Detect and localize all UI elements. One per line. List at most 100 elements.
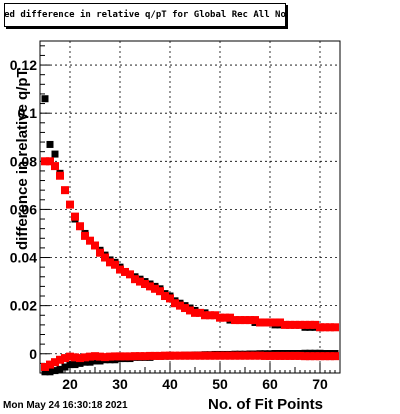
- data-point: [261, 318, 269, 327]
- data-point: [171, 299, 179, 308]
- data-point: [321, 352, 329, 361]
- data-point: [311, 320, 319, 329]
- data-point: [166, 351, 174, 360]
- data-point: [191, 308, 199, 317]
- x-tick-label: 70: [312, 376, 328, 392]
- data-point: [236, 351, 244, 360]
- data-point: [81, 353, 89, 362]
- data-point: [51, 358, 59, 367]
- y-tick-label: 0.02: [10, 298, 37, 314]
- data-point: [106, 352, 114, 361]
- data-point: [201, 351, 209, 360]
- data-point: [86, 358, 94, 366]
- data-point: [176, 301, 184, 310]
- data-point: [66, 361, 74, 369]
- data-point: [81, 231, 89, 240]
- data-point: [271, 351, 279, 360]
- x-tick-label: 30: [112, 376, 128, 392]
- data-point: [161, 292, 169, 301]
- data-point: [116, 265, 124, 274]
- data-point: [276, 318, 284, 327]
- y-tick-label: 0: [29, 346, 37, 362]
- data-point: [211, 351, 219, 360]
- data-point: [96, 357, 104, 365]
- data-point: [281, 351, 289, 360]
- data-point: [46, 360, 54, 369]
- data-point: [116, 352, 124, 361]
- data-point: [146, 282, 154, 291]
- data-point: [316, 323, 324, 332]
- data-point: [41, 368, 49, 376]
- data-point: [246, 316, 254, 325]
- data-point: [191, 351, 199, 360]
- data-point: [56, 171, 64, 180]
- y-tick-label: 0.08: [10, 153, 37, 169]
- data-point: [71, 361, 79, 369]
- data-point: [121, 352, 129, 361]
- data-point: [96, 248, 104, 257]
- data-point: [76, 359, 84, 367]
- data-point: [256, 351, 264, 360]
- data-point: [266, 318, 274, 327]
- data-point: [166, 294, 174, 303]
- data-point: [266, 351, 274, 360]
- data-point: [51, 150, 59, 158]
- data-point: [86, 236, 94, 245]
- data-point: [101, 353, 109, 362]
- data-point: [276, 351, 284, 360]
- data-point: [81, 358, 89, 366]
- data-point: [46, 157, 54, 166]
- data-point: [126, 352, 134, 361]
- data-point: [251, 351, 259, 360]
- date-stamp: Mon May 24 16:30:18 2021: [3, 400, 128, 411]
- data-point: [226, 351, 234, 360]
- data-point: [41, 362, 49, 371]
- data-point: [181, 304, 189, 313]
- data-point: [186, 306, 194, 315]
- data-point: [241, 316, 249, 325]
- data-point: [91, 357, 99, 365]
- data-point: [291, 320, 299, 329]
- x-tick-label: 50: [212, 376, 228, 392]
- data-point: [131, 275, 139, 284]
- data-point: [56, 355, 64, 364]
- data-point: [71, 212, 79, 221]
- data-point: [296, 351, 304, 360]
- data-point: [51, 367, 59, 375]
- data-point: [316, 352, 324, 361]
- chart-title: Fitted difference in relative q/pT for G…: [4, 3, 286, 27]
- data-point: [331, 323, 339, 332]
- data-point: [156, 351, 164, 360]
- data-point: [76, 354, 84, 363]
- data-point: [141, 279, 149, 288]
- x-tick-label: 20: [62, 376, 78, 392]
- data-point: [111, 260, 119, 269]
- x-tick-label: 40: [162, 376, 178, 392]
- data-point: [306, 320, 314, 329]
- data-point: [331, 352, 339, 361]
- data-point: [221, 313, 229, 322]
- data-point: [306, 352, 314, 361]
- data-point: [136, 277, 144, 286]
- data-point: [111, 352, 119, 361]
- data-point: [311, 352, 319, 361]
- data-point: [71, 353, 79, 362]
- data-point: [151, 351, 159, 360]
- data-point: [206, 351, 214, 360]
- data-point: [106, 258, 114, 267]
- data-point: [146, 351, 154, 360]
- data-point: [96, 352, 104, 361]
- data-point: [51, 162, 59, 171]
- data-point: [196, 351, 204, 360]
- y-axis-label: difference in relative q/pT: [14, 68, 31, 250]
- data-point: [131, 352, 139, 361]
- y-tick-label: 0.04: [10, 250, 37, 266]
- data-point: [301, 320, 309, 329]
- data-point: [156, 287, 164, 296]
- data-point: [61, 186, 69, 195]
- data-point: [86, 352, 94, 361]
- y-tick-label: 0.1: [18, 105, 38, 121]
- data-point: [186, 351, 194, 360]
- data-point: [171, 351, 179, 360]
